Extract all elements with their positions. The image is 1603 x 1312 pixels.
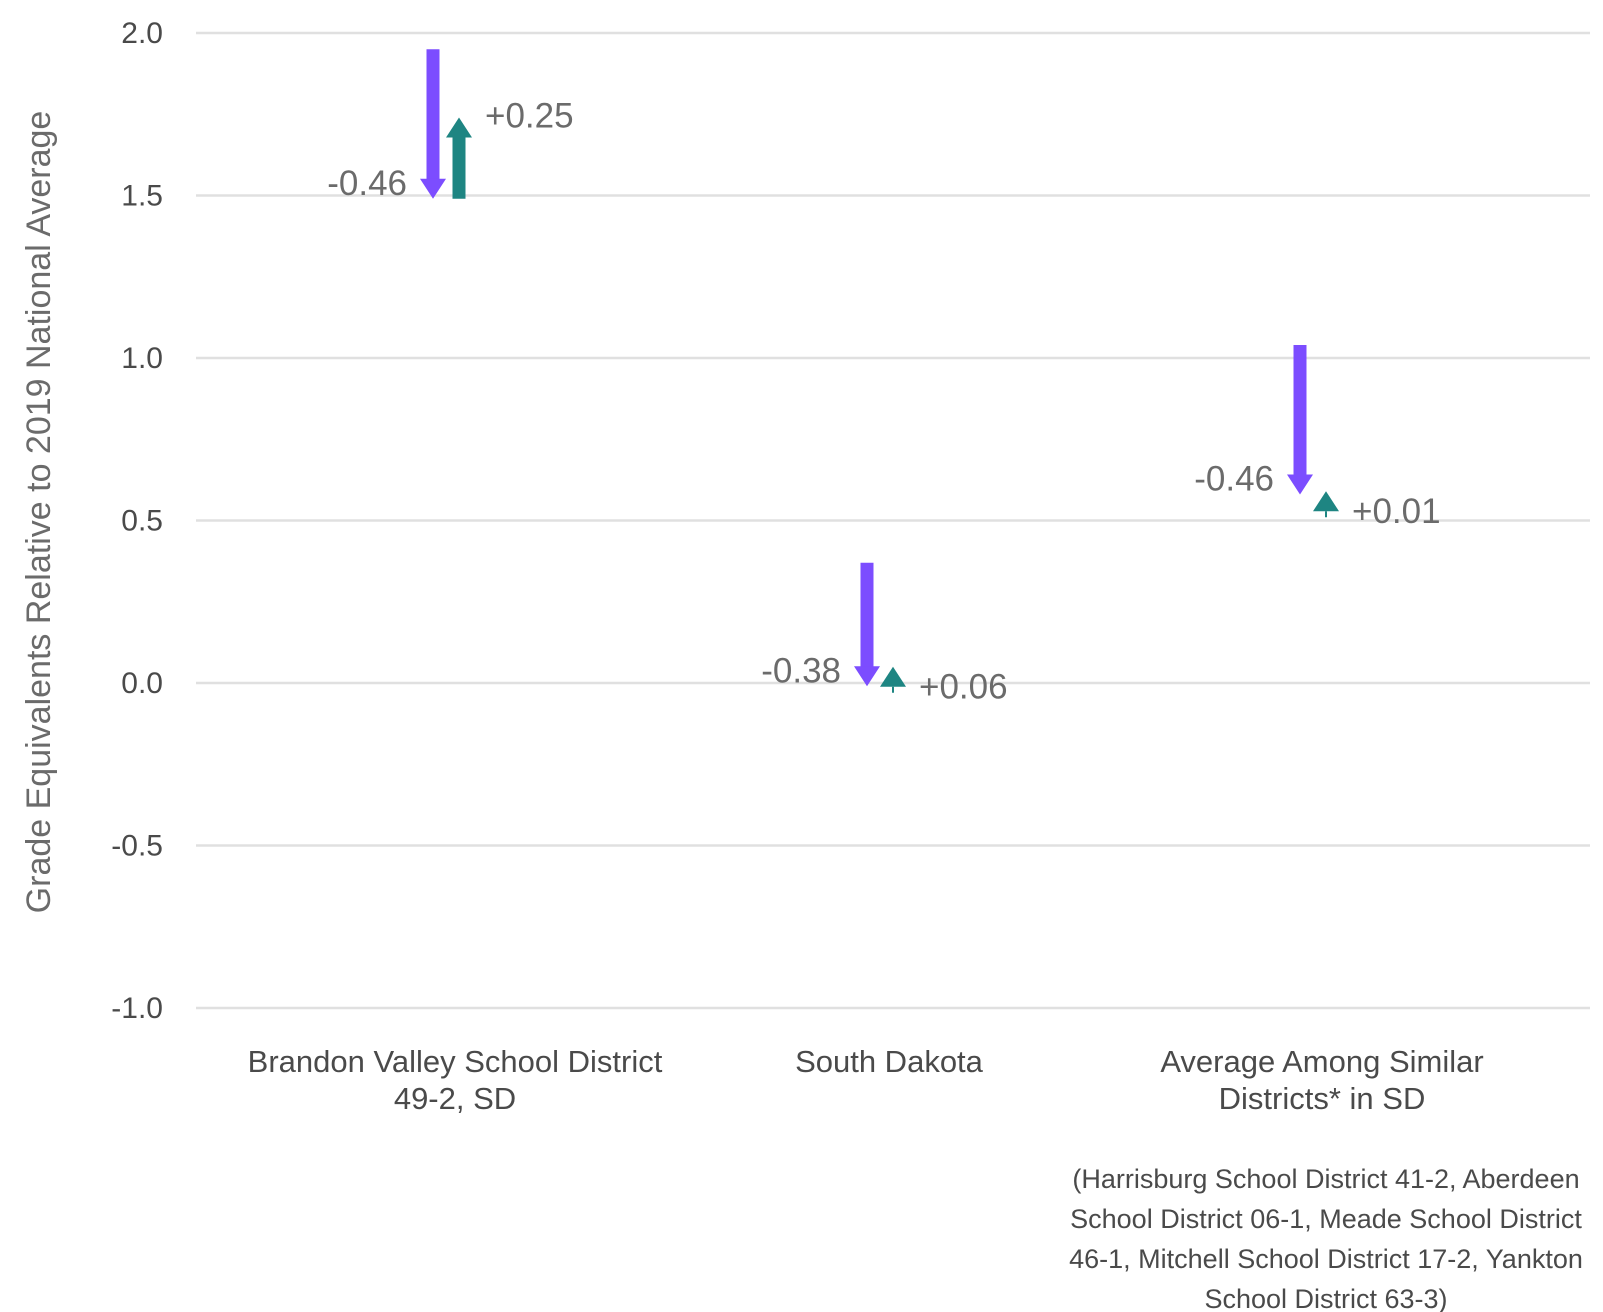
decline-value-label: -0.46 (327, 164, 407, 203)
footnote-line: School District 06-1, Meade School Distr… (1070, 1204, 1582, 1234)
decline-arrow-shaft (1293, 345, 1307, 477)
y-tick-label: 0.0 (121, 667, 163, 700)
decline-arrow-shaft (860, 562, 874, 669)
y-tick-label: 1.5 (121, 180, 163, 213)
decline-value-label: -0.38 (761, 651, 841, 690)
recovery-value-label: +0.06 (919, 667, 1008, 706)
recovery-arrow-shaft (452, 136, 466, 199)
y-axis-title: Grade Equivalents Relative to 2019 Natio… (20, 111, 58, 914)
decline-arrow-head (1287, 474, 1313, 495)
change-arrows: -0.46 +0.25 -0.38 +0.06 -0.46 +0.01 (327, 49, 1441, 706)
recovery-arrow (446, 117, 472, 199)
category-label: Average Among Similar (1160, 1044, 1483, 1079)
category-label: 49-2, SD (394, 1081, 516, 1116)
decline-arrow (420, 49, 446, 199)
decline-arrow-shaft (426, 49, 440, 181)
footnote-line: (Harrisburg School District 41-2, Aberde… (1072, 1164, 1579, 1194)
recovery-arrow (880, 666, 906, 693)
recovery-arrow-head (446, 117, 472, 138)
decline-value-label: -0.46 (1194, 460, 1274, 499)
decline-arrow-head (854, 666, 880, 687)
y-tick-label: -1.0 (111, 992, 163, 1025)
recovery-arrow-head (880, 666, 906, 687)
category-label: South Dakota (795, 1044, 984, 1079)
footnote: (Harrisburg School District 41-2, Aberde… (1069, 1164, 1583, 1312)
decline-arrow-head (420, 178, 446, 199)
y-tick-label: 1.0 (121, 342, 163, 375)
recovery-arrow-head (1313, 491, 1339, 512)
category-label: Brandon Valley School District (248, 1044, 663, 1079)
category-label: Districts* in SD (1219, 1081, 1426, 1116)
recovery-value-label: +0.25 (485, 97, 574, 136)
footnote-line: School District 63-3) (1204, 1284, 1447, 1312)
recovery-value-label: +0.01 (1352, 492, 1441, 531)
footnote-line: 46-1, Mitchell School District 17-2, Yan… (1069, 1244, 1583, 1274)
y-tick-label: -0.5 (111, 830, 163, 863)
y-tick-label: 2.0 (121, 17, 163, 50)
decline-arrow (854, 562, 880, 687)
recovery-arrow (1313, 491, 1339, 518)
decline-arrow (1287, 345, 1313, 495)
y-axis-ticks: 2.0 1.5 1.0 0.5 0.0 -0.5 -1.0 (111, 17, 163, 1025)
y-tick-label: 0.5 (121, 505, 163, 538)
